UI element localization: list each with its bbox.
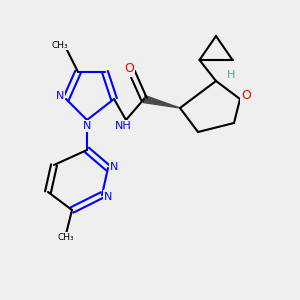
Text: N: N xyxy=(104,191,112,202)
Polygon shape xyxy=(143,95,180,108)
Text: CH₃: CH₃ xyxy=(58,232,74,242)
Text: O: O xyxy=(124,62,134,76)
Text: CH₃: CH₃ xyxy=(52,40,68,50)
Text: N: N xyxy=(83,121,91,131)
Text: N: N xyxy=(56,91,64,101)
Text: N: N xyxy=(110,161,118,172)
Text: NH: NH xyxy=(115,121,131,131)
Text: H: H xyxy=(227,70,235,80)
Text: O: O xyxy=(241,89,251,103)
